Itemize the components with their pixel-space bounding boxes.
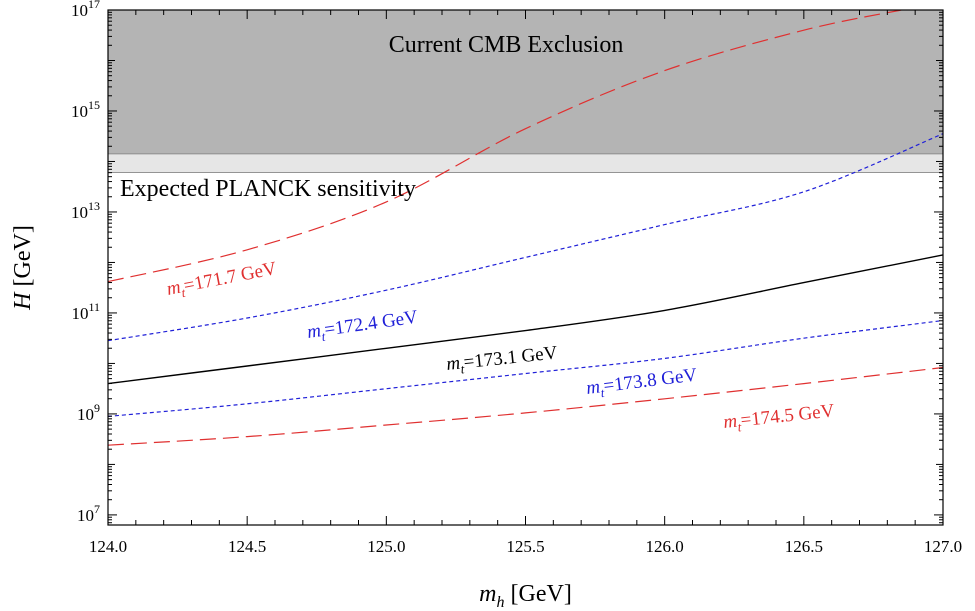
x-tick-label: 126.5 xyxy=(785,537,823,556)
series-line-2 xyxy=(108,254,943,385)
curve-label-2: mt=173.1 GeV xyxy=(445,342,559,378)
region-planck xyxy=(107,153,944,173)
series-line-1 xyxy=(108,133,943,342)
region-labels: Current CMB Exclusion Expected PLANCK sen… xyxy=(120,32,623,202)
y-tick-label: 1015 xyxy=(71,98,100,121)
region-cmb xyxy=(107,9,944,155)
x-tick-label: 125.0 xyxy=(367,537,405,556)
x-tick-label: 124.5 xyxy=(228,537,266,556)
y-tick-label: 109 xyxy=(77,401,100,424)
x-tick-label: 125.5 xyxy=(506,537,544,556)
y-tick-label: 107 xyxy=(77,502,100,525)
curve-label-0: mt=171.7 GeV xyxy=(165,258,279,303)
y-tick-label: 1013 xyxy=(71,199,100,222)
curve-labels: mt=171.7 GeV mt=172.4 GeV mt=173.1 GeV mt=1… xyxy=(165,258,836,436)
ticks xyxy=(107,9,944,525)
curves xyxy=(108,10,943,446)
curve-label-4: mt=174.5 GeV xyxy=(722,400,836,436)
y-tick-label: 1011 xyxy=(71,300,100,323)
x-axis-label: mh [GeV] xyxy=(479,581,572,611)
x-tick-label: 127.0 xyxy=(924,537,962,556)
region-label-cmb: Current CMB Exclusion xyxy=(389,32,624,58)
series-line-4 xyxy=(108,366,943,446)
region-label-planck: Expected PLANCK sensitivity xyxy=(120,176,416,202)
series-line-3 xyxy=(108,319,943,417)
curve-label-3: mt=173.8 GeV xyxy=(585,365,699,402)
series-line-0 xyxy=(108,10,902,283)
x-tick-label: 124.0 xyxy=(89,537,127,556)
tick-labels: 124.0 124.5 125.0 125.5 126.0 126.5 127.0 107 10… xyxy=(71,0,962,556)
y-tick-label: 1017 xyxy=(71,0,100,20)
y-axis-label: H [GeV] xyxy=(10,225,36,311)
curve-label-1: mt=172.4 GeV xyxy=(306,307,420,346)
x-tick-label: 126.0 xyxy=(646,537,684,556)
shaded-regions xyxy=(107,9,944,173)
